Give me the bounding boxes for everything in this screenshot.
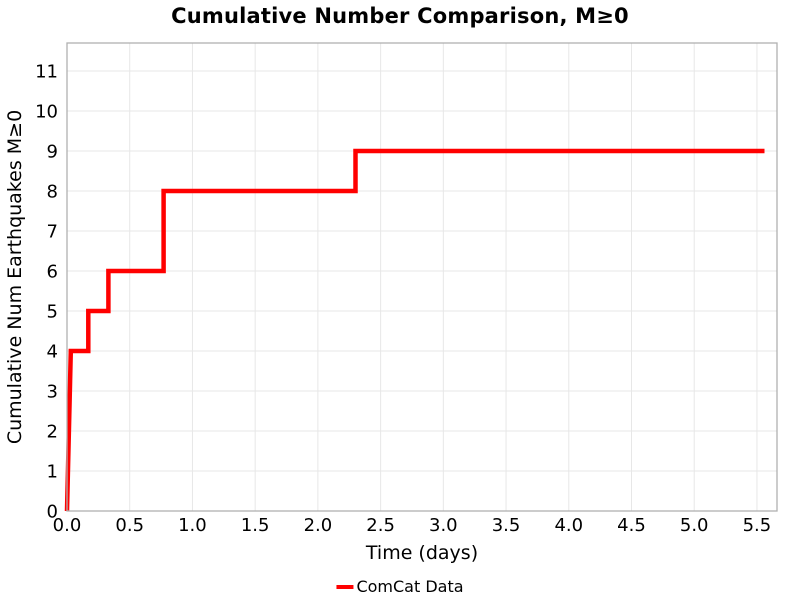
x-tick-label: 2.5 [366,515,395,536]
x-tick-label: 3.0 [429,515,458,536]
y-tick-label: 6 [47,262,58,283]
y-tick-label: 5 [47,302,58,323]
y-tick-label: 3 [47,382,58,403]
chart-title: Cumulative Number Comparison, M≥0 [171,4,629,28]
series-line-comcat [64,148,765,512]
x-tick-label: 2.0 [304,515,333,536]
legend-label: ComCat Data [356,577,464,596]
y-tick-label: 0 [47,502,58,523]
y-tick-label: 2 [47,422,58,443]
x-tick-label: 0.5 [115,515,144,536]
legend: ComCat Data [336,577,464,596]
y-tick-label: 4 [47,342,58,363]
x-tick-label: 5.5 [743,515,772,536]
y-tick-label: 9 [47,142,58,163]
x-tick-label: 0.0 [53,515,82,536]
axes-frame [66,42,778,512]
y-tick-label: 8 [47,182,58,203]
x-axis-label: Time (days) [365,542,479,564]
y-tick-label: 1 [47,462,58,483]
y-tick-label: 10 [35,102,58,123]
x-tick-label: 5.0 [680,515,709,536]
x-tick-label: 4.0 [554,515,583,536]
y-tick-label: 11 [35,62,58,83]
x-tick-label: 4.5 [617,515,646,536]
x-tick-label: 3.5 [492,515,521,536]
y-tick-label: 7 [47,222,58,243]
x-tick-label: 1.0 [178,515,207,536]
x-tick-label: 1.5 [241,515,270,536]
legend-line-marker [336,584,354,589]
